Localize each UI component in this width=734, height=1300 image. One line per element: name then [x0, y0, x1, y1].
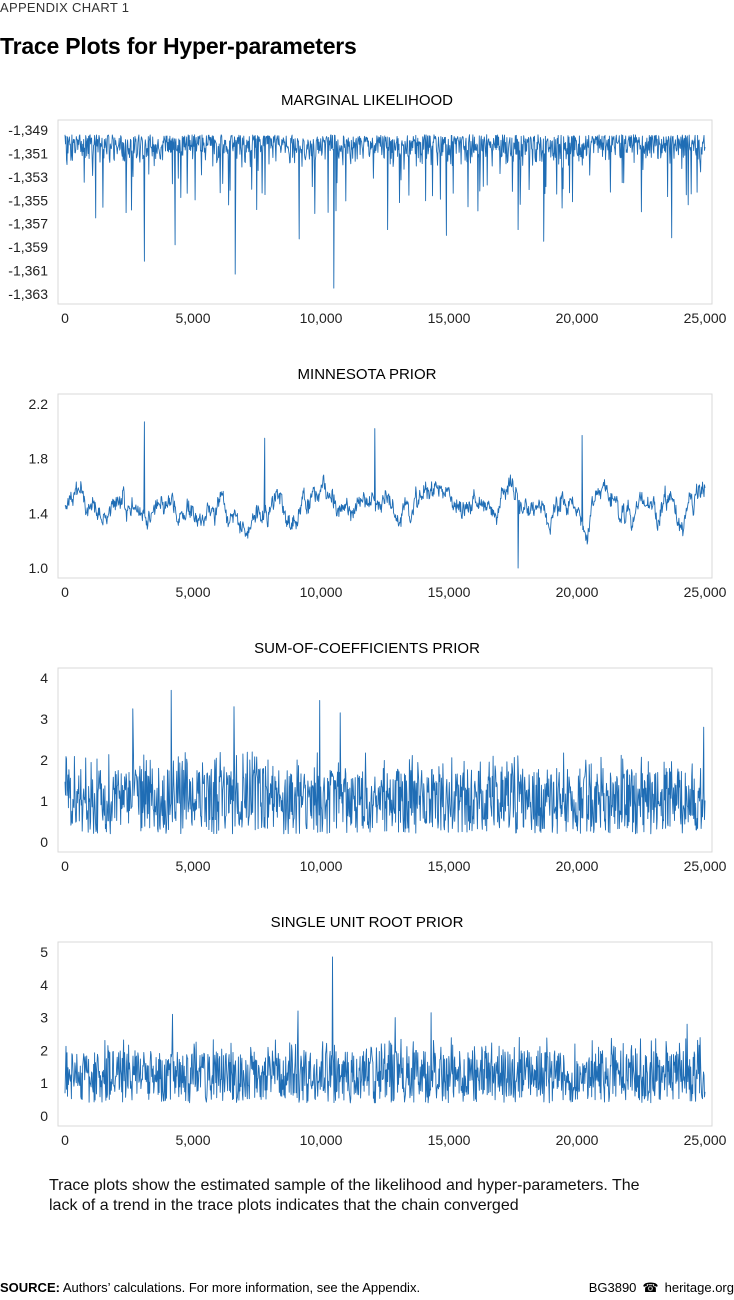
- y-tick-label: 1.0: [29, 560, 49, 576]
- y-tick-label: 1.8: [29, 451, 49, 467]
- x-tick-label: 0: [61, 584, 69, 600]
- y-tick-label: 5: [40, 944, 48, 960]
- plot-frame: [57, 119, 713, 305]
- y-tick-label: -1,361: [8, 263, 48, 279]
- y-tick-label: 1: [40, 1075, 48, 1091]
- y-tick-label: -1,359: [8, 239, 48, 255]
- x-tick-label: 20,000: [556, 310, 599, 326]
- x-tick-label: 25,000: [684, 1132, 727, 1148]
- chart-title: SUM-OF-COEFFICIENTS PRIOR: [254, 640, 480, 657]
- x-tick-label: 15,000: [428, 1132, 471, 1148]
- footer: SOURCE: Authors’ calculations. For more …: [0, 1280, 734, 1295]
- plot-frame: [57, 393, 713, 579]
- y-tick-label: 2: [40, 1042, 48, 1058]
- y-tick-label: -1,353: [8, 169, 48, 185]
- plot-frame: [57, 667, 713, 853]
- page-title: Trace Plots for Hyper-parameters: [0, 33, 357, 59]
- x-tick-label: 10,000: [300, 584, 343, 600]
- footer-credit: BG3890 ☎ heritage.org: [589, 1280, 734, 1296]
- x-tick-label: 25,000: [684, 584, 727, 600]
- x-tick-label: 25,000: [684, 858, 727, 874]
- x-tick-label: 0: [61, 858, 69, 874]
- y-tick-label: -1,355: [8, 192, 48, 208]
- y-tick-label: 0: [40, 1108, 48, 1124]
- plot-frame: [57, 941, 713, 1127]
- bell-icon: ☎: [642, 1280, 659, 1295]
- chart-kicker: APPENDIX CHART 1: [0, 0, 130, 15]
- x-tick-label: 0: [61, 310, 69, 326]
- x-tick-label: 0: [61, 1132, 69, 1148]
- x-tick-label: 20,000: [556, 584, 599, 600]
- report-code: BG3890: [588, 1280, 637, 1295]
- y-tick-label: 3: [40, 711, 48, 727]
- x-tick-label: 10,000: [300, 858, 343, 874]
- source-text: Authors’ calculations. For more informat…: [59, 1280, 421, 1295]
- trace-series-line: [64, 956, 706, 1104]
- chart-marginal-likelihood: MARGINAL LIKELIHOOD -1,349 -1,351 -1,353 -1,…: [8, 92, 727, 326]
- x-tick-label: 15,000: [428, 858, 471, 874]
- trace-series-line: [64, 689, 706, 835]
- y-tick-label: 4: [40, 670, 48, 686]
- chart-title: SINGLE UNIT ROOT PRIOR: [271, 914, 464, 931]
- y-tick-label: 2: [40, 752, 48, 768]
- y-tick-label: -1,363: [8, 286, 48, 302]
- x-tick-label: 25,000: [684, 310, 727, 326]
- chart-title: MARGINAL LIKELIHOOD: [281, 92, 453, 109]
- site-link[interactable]: heritage.org: [664, 1280, 734, 1295]
- x-tick-label: 20,000: [556, 1132, 599, 1148]
- x-tick-label: 5,000: [175, 1132, 210, 1148]
- x-tick-label: 15,000: [428, 584, 471, 600]
- y-tick-label: 4: [40, 977, 48, 993]
- x-tick-label: 5,000: [175, 310, 210, 326]
- x-tick-label: 5,000: [175, 858, 210, 874]
- chart-single-unit-root-prior: SINGLE UNIT ROOT PRIOR 5 4 3 2 1 00 5,000 10,000…: [40, 914, 727, 1148]
- y-tick-label: 2.2: [29, 396, 49, 412]
- y-tick-label: 1.4: [29, 505, 49, 521]
- x-tick-label: 10,000: [300, 310, 343, 326]
- trace-series-line: [64, 421, 706, 569]
- y-tick-label: -1,349: [8, 122, 48, 138]
- source-label: SOURCE:: [0, 1280, 60, 1295]
- chart-sum-of-coefficients-prior: SUM-OF-COEFFICIENTS PRIOR 4 3 2 1 00 5,000 10,0…: [40, 640, 727, 874]
- x-tick-label: 10,000: [300, 1132, 343, 1148]
- y-tick-label: -1,357: [8, 216, 48, 232]
- y-tick-label: -1,351: [8, 145, 48, 161]
- x-tick-label: 15,000: [428, 310, 471, 326]
- y-tick-label: 1: [40, 793, 48, 809]
- trace-series-line: [64, 134, 706, 289]
- chart-note: Trace plots show the estimated sample of…: [49, 1177, 640, 1214]
- y-tick-label: 3: [40, 1010, 48, 1026]
- chart-title: MINNESOTA PRIOR: [298, 366, 437, 383]
- x-tick-label: 20,000: [556, 858, 599, 874]
- y-tick-label: 0: [40, 834, 48, 850]
- chart-minnesota-prior: MINNESOTA PRIOR 2.2 1.8 1.4 1.0 0 5,000 10,000 1…: [29, 366, 727, 600]
- x-tick-label: 5,000: [175, 584, 210, 600]
